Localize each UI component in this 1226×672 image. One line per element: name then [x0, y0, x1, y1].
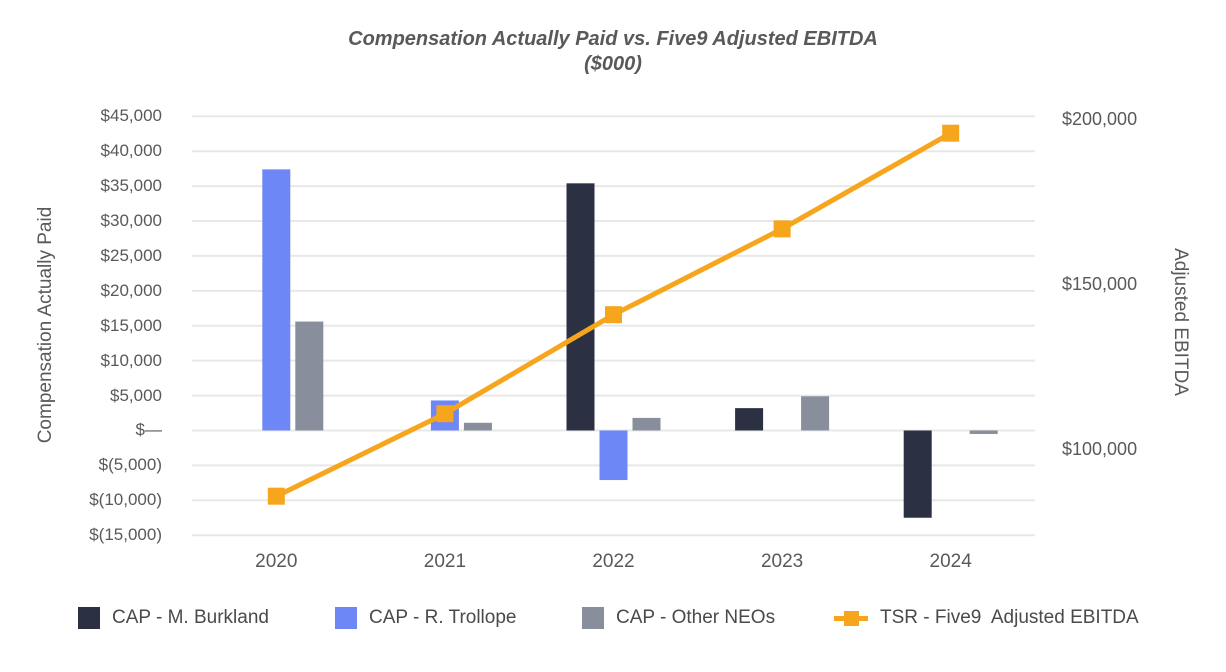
left-axis-title: Compensation Actually Paid: [35, 206, 56, 444]
chart-title: Compensation Actually Paid vs. Five9 Adj…: [0, 27, 1226, 77]
tsr-line-marker: [773, 220, 791, 238]
bar-cap-other-neos: [969, 430, 998, 434]
bar-cap-r-trollope: [262, 169, 291, 431]
tsr-line-marker: [267, 487, 285, 505]
bar-cap-other-neos: [632, 417, 661, 431]
chart-title-line2: ($000): [584, 53, 642, 75]
tsr-line-marker: [605, 306, 622, 324]
bar-cap-m-burkland: [735, 408, 764, 431]
chart-title-line1: Compensation Actually Paid vs. Five9 Adj…: [348, 28, 878, 50]
tsr-line-marker: [942, 124, 960, 142]
tsr-line-marker: [436, 405, 454, 423]
bar-cap-other-neos: [801, 396, 830, 431]
right-axis-title: Adjusted EBITDA: [1170, 248, 1191, 396]
bar-cap-other-neos: [295, 321, 324, 431]
bar-cap-m-burkland: [566, 183, 595, 431]
bar-cap-other-neos: [463, 422, 492, 431]
bar-cap-r-trollope: [599, 430, 628, 481]
bar-cap-m-burkland: [903, 430, 932, 518]
